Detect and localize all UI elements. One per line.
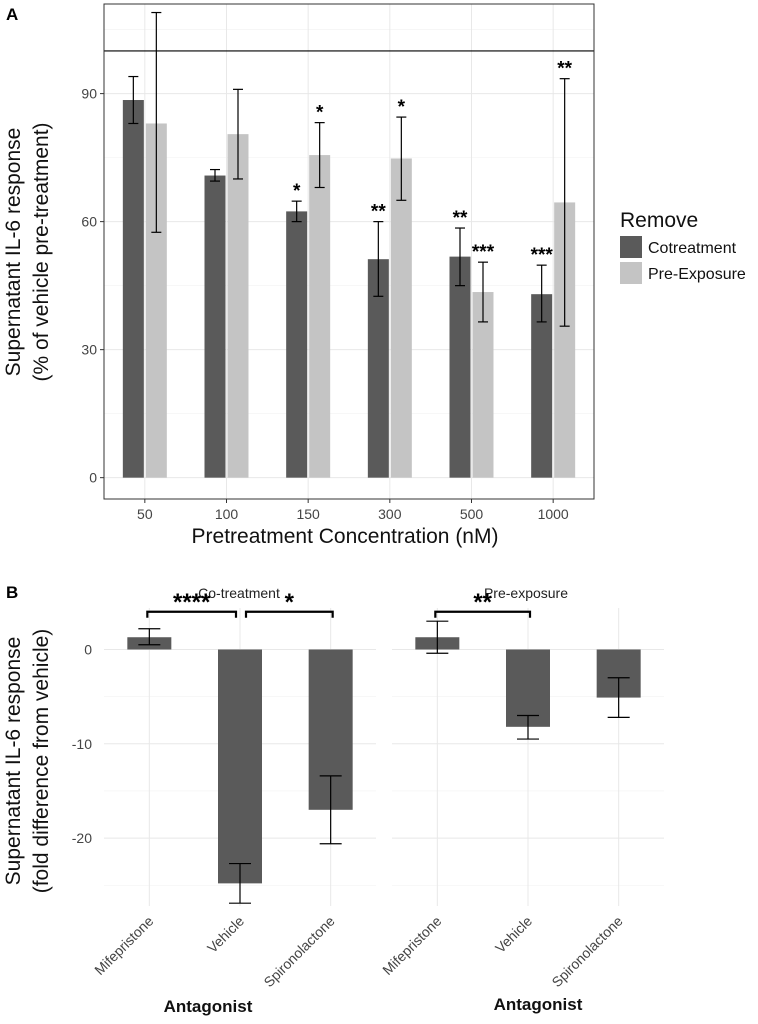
bar-cotreatment-50: [122, 100, 144, 478]
panel-b-plot: **** * **: [127, 589, 641, 904]
legend-label-pre-exposure: Pre-Exposure: [648, 266, 746, 283]
bar-cotreatment-1000: [531, 294, 553, 478]
bar-cotreatment-500: [449, 256, 471, 478]
facet-title-cotreatment: Co-treatment: [198, 585, 280, 601]
significance-pre-exposure-500: ***: [472, 242, 495, 263]
y-tick-label: 0: [84, 641, 92, 657]
significance-cotreatment-300: **: [371, 202, 386, 223]
bar-pre-exposure-1000: [554, 202, 576, 478]
significance-pre-exposure-1000: **: [557, 59, 572, 80]
panel-a-label: A: [6, 5, 18, 24]
y-tick-label: -20: [72, 830, 92, 846]
legend: Remove Cotreatment Pre-Exposure: [620, 209, 746, 284]
significance-label-pre-exposure-1: **: [473, 589, 492, 616]
significance-label-co-treatment-1: ****: [173, 589, 211, 616]
panel-a-x-axis: 50 100 150 300 500 1000: [137, 499, 569, 522]
bar-pre-exposure-300: [390, 158, 412, 478]
panel-a-frame: [103, 3, 595, 500]
x-tick-label: 300: [378, 506, 402, 522]
legend-swatch-cotreatment: [620, 236, 642, 258]
y-tick-label: -10: [72, 736, 92, 752]
facet-title-pre-exposure: Pre-exposure: [484, 585, 568, 601]
panel-a-y-axis: 0 30 60 90: [81, 86, 104, 486]
panel-a-grid: [104, 4, 594, 499]
panel-b-xlabel-right: Antagonist: [494, 995, 583, 1014]
legend-title: Remove: [620, 209, 698, 232]
panel-a-ylabel-line2: (% of vehicle pre-treatment): [30, 122, 53, 381]
y-tick-label: 90: [81, 86, 97, 102]
significance-pre-exposure-150: *: [316, 103, 324, 124]
y-tick-label: 60: [81, 214, 97, 230]
panel-b-ylabel-line2: (fold difference from vehicle): [30, 629, 53, 894]
significance-cotreatment-150: *: [293, 181, 301, 202]
bar-pre-exposure-150: [309, 155, 331, 478]
significance-pre-exposure-300: *: [398, 97, 406, 118]
x-tick-label: 100: [215, 506, 239, 522]
x-tick-label: 1000: [538, 506, 569, 522]
panel-b-label: B: [6, 583, 18, 602]
bar-pre-exposure-100: [227, 134, 249, 478]
significance-cotreatment-500: **: [453, 208, 468, 229]
significance-bracket-co-treatment-2: [244, 610, 334, 618]
x-tick-label: 150: [296, 506, 320, 522]
bar-co-treatment-vehicle: [218, 649, 262, 884]
bar-cotreatment-300: [367, 259, 389, 478]
x-tick-label: 50: [137, 506, 153, 522]
significance-bracket-pre-exposure-1: [434, 610, 532, 618]
bar-pre-exposure-500: [472, 292, 494, 478]
significance-cotreatment-1000: ***: [531, 245, 554, 266]
legend-swatch-pre-exposure: [620, 262, 642, 284]
y-tick-label: 30: [81, 342, 97, 358]
bar-pre-exposure-50: [145, 123, 167, 478]
significance-bracket-co-treatment-1: [146, 610, 238, 618]
bar-cotreatment-150: [286, 211, 308, 478]
significance-label-co-treatment-2: *: [285, 589, 295, 616]
panel-a-xlabel: Pretreatment Concentration (nM): [192, 525, 499, 548]
panel-a-plot: *** ****** ******: [104, 11, 594, 478]
panel-b-y-axis: 0 -10 -20: [72, 641, 92, 846]
panel-b-xlabel-left: Antagonist: [164, 997, 253, 1016]
panel-b-ylabel-line1: Supernatant IL-6 response: [2, 637, 25, 886]
bar-pre-exposure-vehicle: [506, 649, 550, 727]
y-tick-label: 0: [89, 470, 97, 486]
x-tick-label: 500: [460, 506, 484, 522]
panel-a-ylabel-line1: Supernatant IL-6 response: [2, 128, 25, 377]
bar-cotreatment-100: [204, 175, 226, 478]
legend-label-cotreatment: Cotreatment: [648, 240, 737, 257]
